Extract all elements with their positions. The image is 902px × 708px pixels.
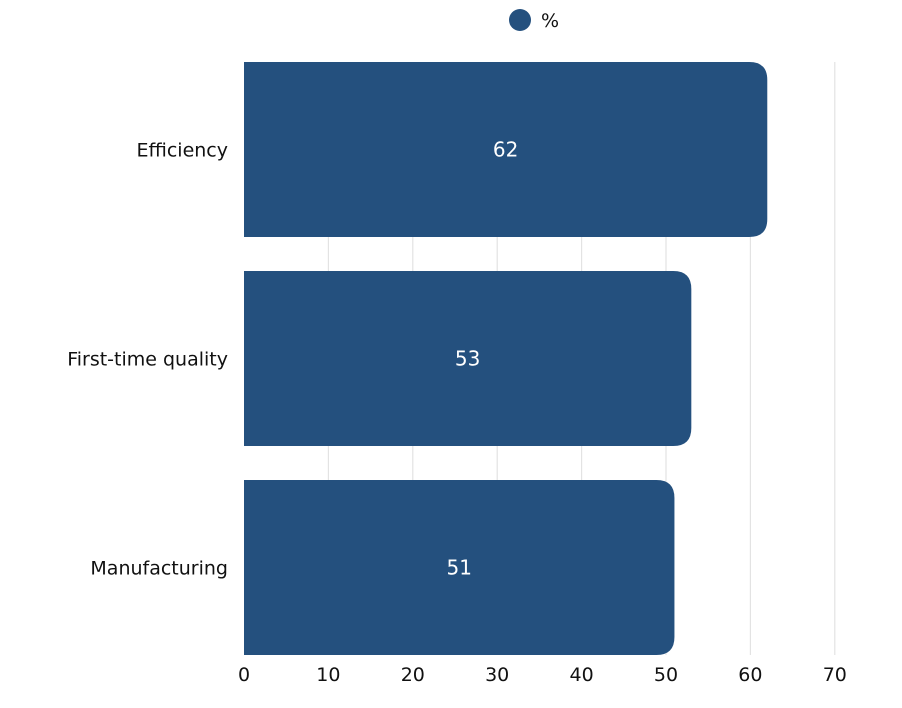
- legend: %: [509, 9, 559, 32]
- bar-value-label-manufacturing: 51: [446, 556, 471, 580]
- x-tick-label-20: 20: [401, 664, 425, 686]
- x-tick-label-40: 40: [570, 664, 594, 686]
- bar-value-label-efficiency: 62: [493, 138, 518, 162]
- bar-value-label-first-time-quality: 53: [455, 347, 480, 371]
- x-tick-label-10: 10: [316, 664, 340, 686]
- x-tick-label-50: 50: [654, 664, 678, 686]
- bar-manufacturing: [244, 480, 675, 655]
- legend-marker: [509, 9, 531, 31]
- category-label-first-time-quality: First-time quality: [67, 349, 228, 371]
- legend-label-percent: %: [541, 10, 559, 32]
- bar-efficiency: [244, 62, 768, 237]
- category-label-efficiency: Efficiency: [136, 140, 228, 162]
- bars: 62 53 51: [244, 62, 768, 655]
- bar-first-time-quality: [244, 271, 692, 446]
- x-tick-label-60: 60: [738, 664, 762, 686]
- x-tick-label-30: 30: [485, 664, 509, 686]
- x-axis: 0 10 20 30 40 50 60 70: [238, 664, 847, 686]
- category-label-manufacturing: Manufacturing: [90, 558, 228, 580]
- category-labels: Efficiency First-time quality Manufacturin…: [67, 140, 228, 580]
- x-tick-label-70: 70: [823, 664, 847, 686]
- x-tick-label-0: 0: [238, 664, 250, 686]
